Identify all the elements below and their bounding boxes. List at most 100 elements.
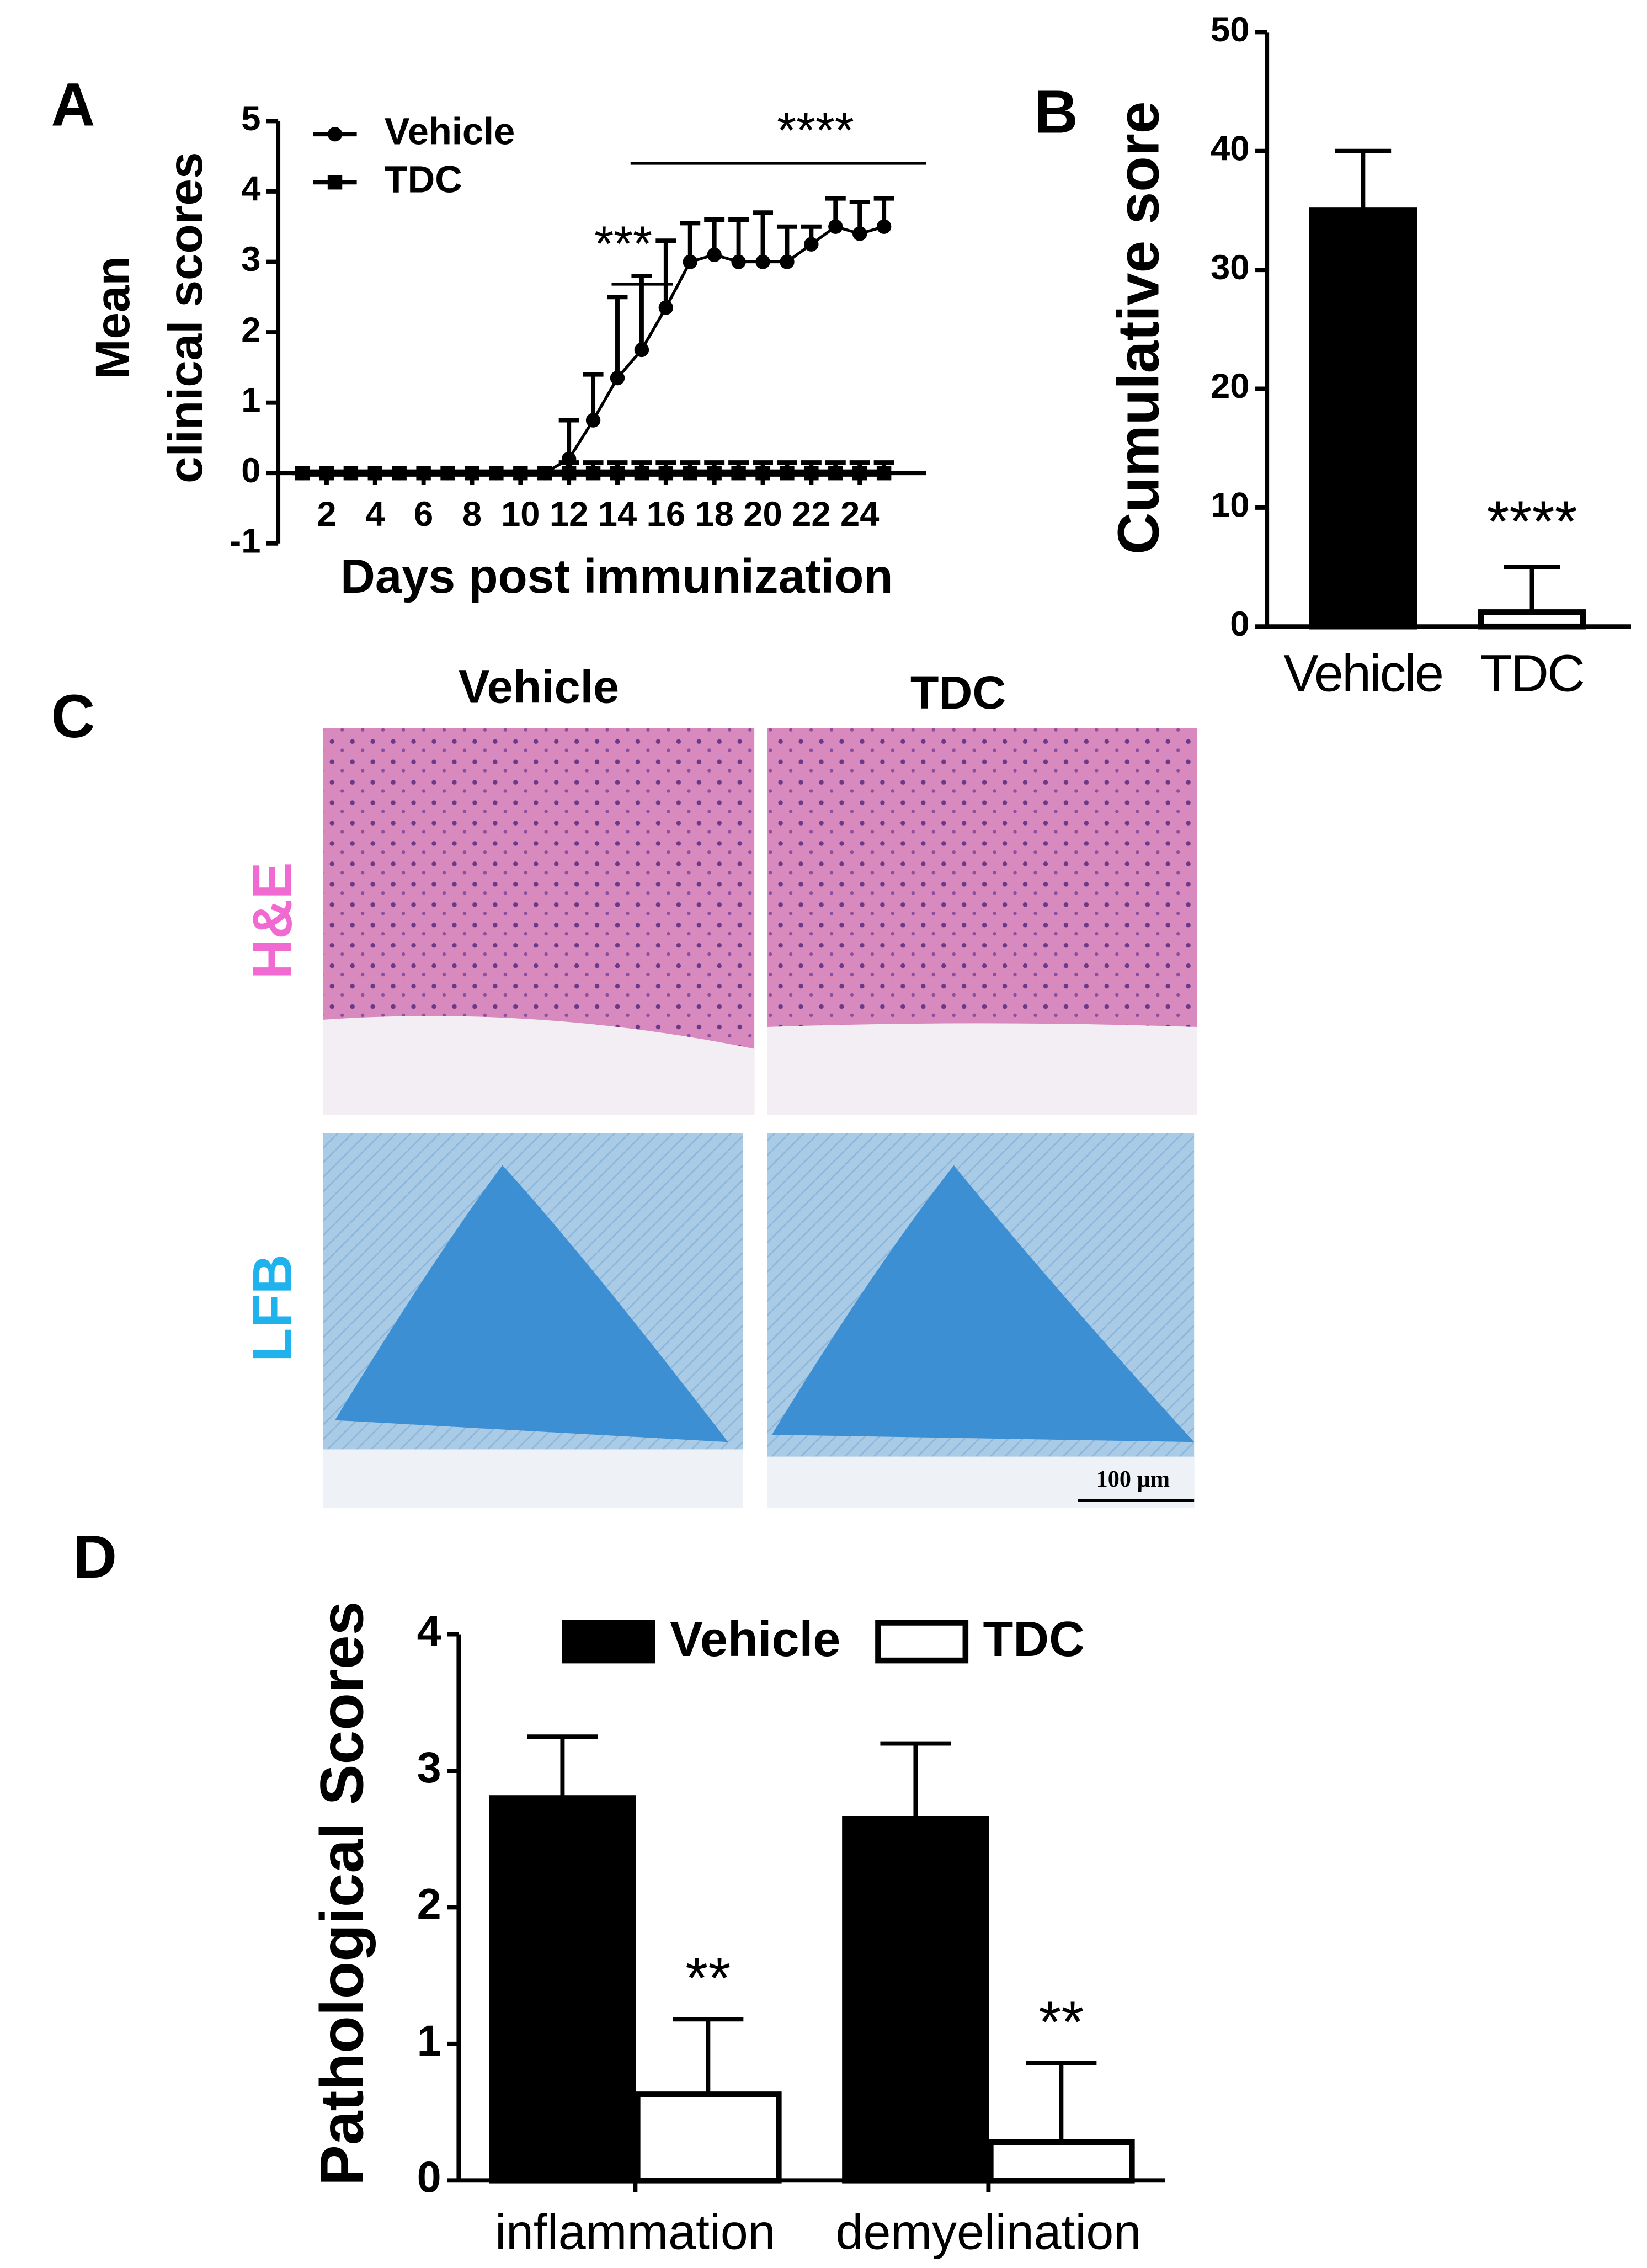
bar <box>1309 207 1417 630</box>
he-tdc-edge <box>767 1023 1197 1115</box>
y-tick-label: 10 <box>1211 486 1249 525</box>
x-tick-label: demyelination <box>836 2205 1142 2260</box>
annotation: **** <box>777 103 854 158</box>
data-point <box>755 466 770 481</box>
data-point <box>416 466 431 481</box>
x-tick-label: inflammation <box>495 2205 776 2260</box>
data-point <box>828 219 843 234</box>
data-point <box>683 254 697 269</box>
y-tick-label: -1 <box>230 522 260 561</box>
annotation: **** <box>1486 489 1577 555</box>
y-tick-label: 20 <box>1211 367 1249 406</box>
x-axis-label: Days post immunization <box>340 550 893 603</box>
x-tick-label: 4 <box>365 495 385 534</box>
data-point <box>489 466 504 481</box>
error-bar <box>1026 2061 1097 2143</box>
y-axis-label: Pathological Scores <box>308 1601 376 2186</box>
data-point <box>634 466 649 481</box>
error-bar <box>1504 565 1560 613</box>
data-point <box>731 254 746 269</box>
data-point <box>755 254 770 269</box>
y-tick-label: 3 <box>417 1743 441 1792</box>
data-point <box>610 466 625 481</box>
data-point <box>585 466 601 481</box>
y-tick-label: 30 <box>1211 248 1249 287</box>
bar <box>635 2091 782 2184</box>
y-tick-label: 50 <box>1211 10 1249 49</box>
annotation: ** <box>1038 1989 1084 2054</box>
he-vehicle-edge <box>323 1016 755 1115</box>
panel-label: C <box>51 683 95 750</box>
bar <box>1478 609 1586 630</box>
y-tick-label: 2 <box>417 1879 441 1928</box>
error-bar <box>527 1734 598 1798</box>
data-point <box>295 466 310 481</box>
data-point <box>852 466 867 481</box>
data-point <box>585 413 601 428</box>
data-point <box>440 466 455 481</box>
y-tick-label: 2 <box>241 311 260 349</box>
error-bar <box>655 238 676 308</box>
error-bar <box>607 295 628 379</box>
x-tick-label: 24 <box>840 495 879 534</box>
data-point <box>319 466 334 481</box>
x-tick-label: 6 <box>414 495 433 534</box>
x-tick-label: 18 <box>695 495 733 534</box>
scale-bar-label: 100 µm <box>1096 1466 1170 1492</box>
data-point <box>634 342 649 358</box>
y-tick-label: 3 <box>241 240 260 279</box>
data-point <box>537 466 552 481</box>
data-point <box>780 466 795 481</box>
y-tick-label: 0 <box>417 2152 441 2201</box>
y-tick-label: 4 <box>241 170 260 209</box>
y-tick-label: 0 <box>241 451 260 490</box>
legend-label: Vehicle <box>385 110 515 152</box>
data-point <box>804 237 819 252</box>
y-tick-label: 0 <box>1230 605 1249 643</box>
data-point <box>367 466 382 481</box>
data-point <box>828 466 843 481</box>
data-point <box>343 466 359 481</box>
legend-label: TDC <box>983 1612 1084 1667</box>
x-tick-label: 22 <box>792 495 830 534</box>
data-point <box>804 466 819 481</box>
data-point <box>876 219 892 234</box>
bar <box>988 2139 1135 2184</box>
data-point <box>707 466 722 481</box>
row-title: H&E <box>242 862 303 979</box>
data-point <box>852 226 867 241</box>
y-axis-label: clinical scores <box>159 152 212 483</box>
error-bar <box>880 1741 951 1819</box>
data-point <box>731 466 746 481</box>
lfb-vehicle-tract <box>335 1165 728 1442</box>
error-bar <box>673 2017 744 2095</box>
error-bar <box>753 210 773 262</box>
legend-marker <box>327 175 343 190</box>
data-point <box>780 254 795 269</box>
x-tick-label: 10 <box>501 495 540 534</box>
x-tick-label: 20 <box>743 495 782 534</box>
data-point <box>610 370 625 386</box>
y-tick-label: 4 <box>417 1606 441 1655</box>
x-tick-label: 2 <box>317 495 336 534</box>
x-tick-label: 12 <box>550 495 588 534</box>
y-tick-label: 1 <box>241 381 260 419</box>
lfb-tdc-tract <box>771 1165 1195 1442</box>
x-tick-label: 16 <box>647 495 685 534</box>
y-axis-label: Cumulative sore <box>1106 102 1171 555</box>
panel-label: B <box>1034 78 1078 146</box>
lfb-vehicle-edge <box>323 1449 743 1508</box>
y-tick-label: 1 <box>417 2016 441 2065</box>
data-point <box>392 466 407 481</box>
bar <box>489 1795 636 2184</box>
column-title: TDC <box>910 667 1006 718</box>
histology-images <box>323 728 1197 1508</box>
x-tick-label: TDC <box>1480 645 1584 703</box>
row-title: LFB <box>242 1254 303 1362</box>
data-point <box>658 300 674 315</box>
data-point <box>683 466 697 481</box>
y-tick-label: 40 <box>1211 129 1249 168</box>
panel-label: D <box>73 1523 117 1591</box>
annotation: *** <box>594 217 652 272</box>
